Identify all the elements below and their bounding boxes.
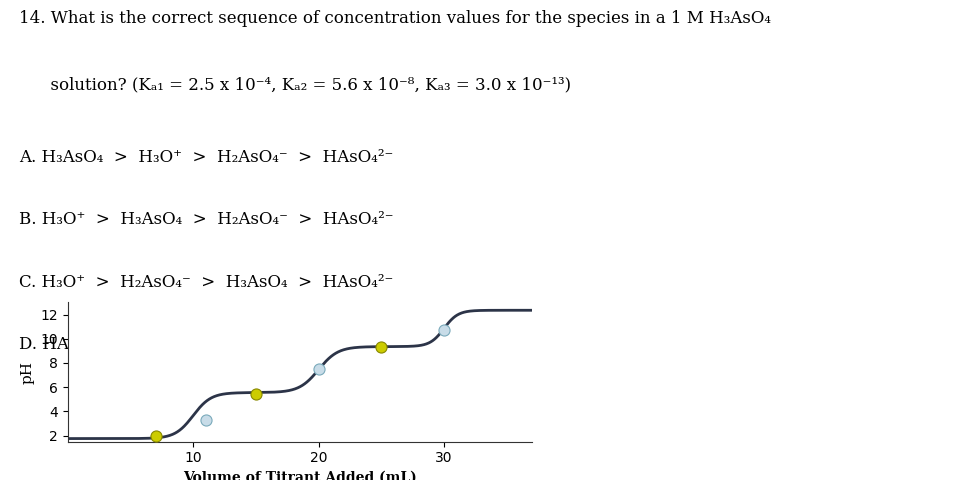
Text: C. H₃O⁺  >  H₂AsO₄⁻  >  H₃AsO₄  >  HAsO₄²⁻: C. H₃O⁺ > H₂AsO₄⁻ > H₃AsO₄ > HAsO₄²⁻ bbox=[19, 274, 394, 290]
Y-axis label: pH: pH bbox=[20, 360, 35, 384]
Text: solution? (Kₐ₁ = 2.5 x 10⁻⁴, Kₐ₂ = 5.6 x 10⁻⁸, Kₐ₃ = 3.0 x 10⁻¹³): solution? (Kₐ₁ = 2.5 x 10⁻⁴, Kₐ₂ = 5.6 x… bbox=[19, 77, 571, 94]
Text: B. H₃O⁺  >  H₃AsO₄  >  H₂AsO₄⁻  >  HAsO₄²⁻: B. H₃O⁺ > H₃AsO₄ > H₂AsO₄⁻ > HAsO₄²⁻ bbox=[19, 211, 394, 228]
Text: D. HAsO₄²⁻  >  H₃O⁺  > H₂AsO₄⁻  >  H₃AsO₄  |: D. HAsO₄²⁻ > H₃O⁺ > H₂AsO₄⁻ > H₃AsO₄ | bbox=[19, 336, 405, 353]
X-axis label: Volume of Titrant Added (mL): Volume of Titrant Added (mL) bbox=[183, 471, 417, 480]
Text: 14. What is the correct sequence of concentration values for the species in a 1 : 14. What is the correct sequence of conc… bbox=[19, 10, 772, 26]
Text: A. H₃AsO₄  >  H₃O⁺  >  H₂AsO₄⁻  >  HAsO₄²⁻: A. H₃AsO₄ > H₃O⁺ > H₂AsO₄⁻ > HAsO₄²⁻ bbox=[19, 149, 394, 166]
